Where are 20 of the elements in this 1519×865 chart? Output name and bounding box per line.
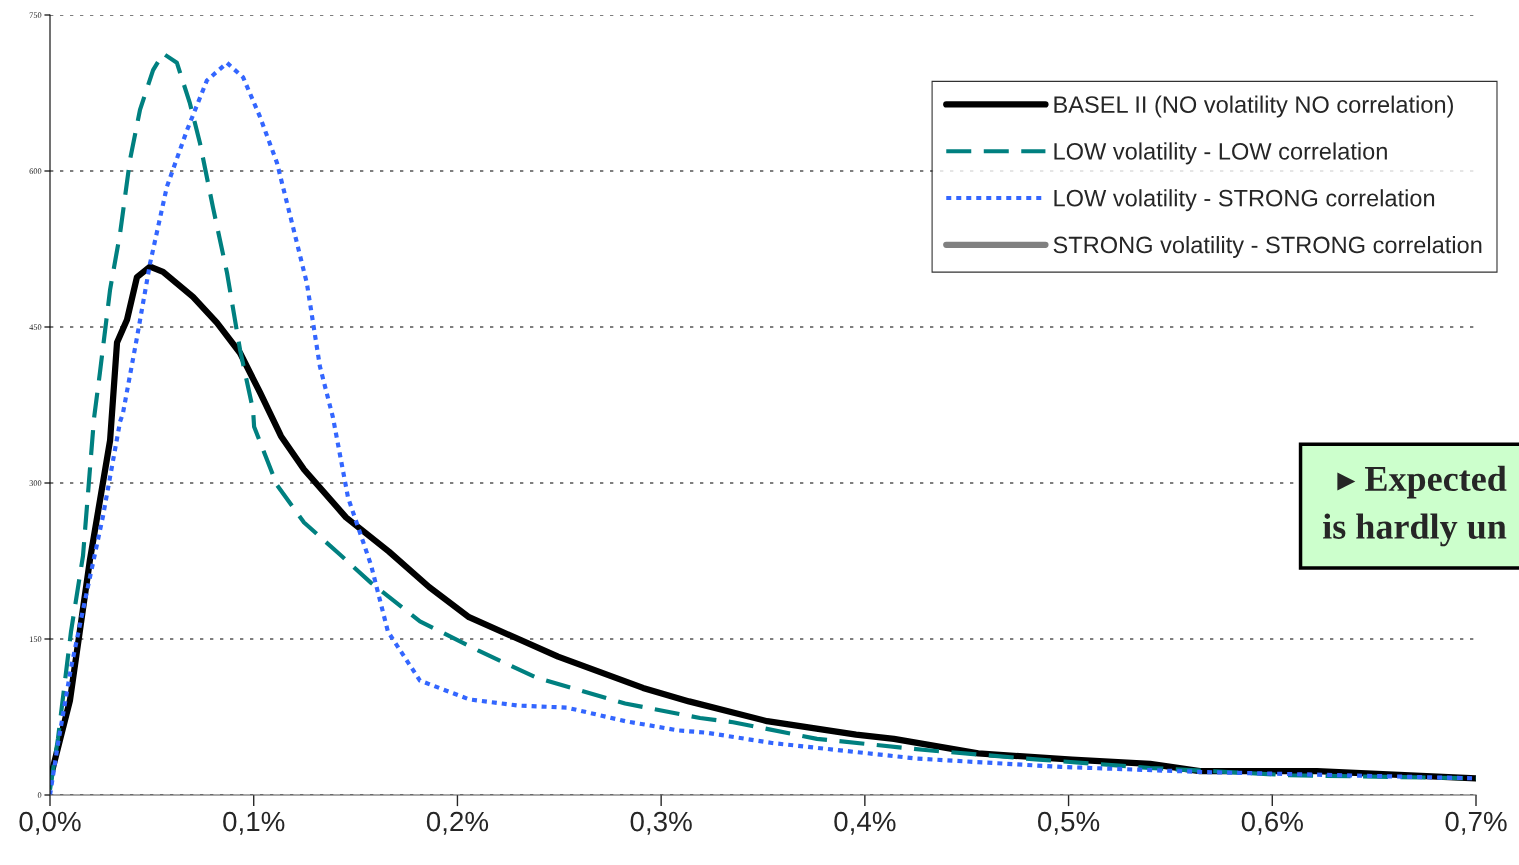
y-tick-label: 300 (29, 480, 42, 486)
annotation: ▸ Expected (1337, 465, 1507, 499)
y-tick-label: 450 (29, 324, 42, 330)
legend-label: BASEL II (NO volatility NO correlation) (1054, 95, 1453, 118)
x-tick-label: 0,1% (223, 811, 285, 835)
x-tick-label: 0,4% (834, 811, 896, 835)
y-tick-label: 750 (29, 12, 42, 18)
y-tick-label: 600 (29, 168, 42, 174)
x-tick-label: 0,6% (1241, 811, 1303, 835)
x-tick-label: 0,7% (1445, 811, 1507, 835)
legend-label: LOW volatility - STRONG correlation (1054, 189, 1435, 212)
x-tick-label: 0,2% (426, 811, 489, 835)
y-tick-label: 150 (29, 636, 42, 642)
legend-label: STRONG volatility - STRONG correlation (1053, 235, 1482, 258)
x-tick-label: 0,0% (19, 811, 81, 835)
annotation: is hardly un (1323, 513, 1507, 547)
y-tick-label: 0 (37, 792, 42, 798)
legend-label: LOW volatility - LOW correlation (1054, 142, 1387, 165)
x-tick-label: 0,3% (630, 811, 692, 835)
x-tick-label: 0,5% (1038, 811, 1100, 835)
